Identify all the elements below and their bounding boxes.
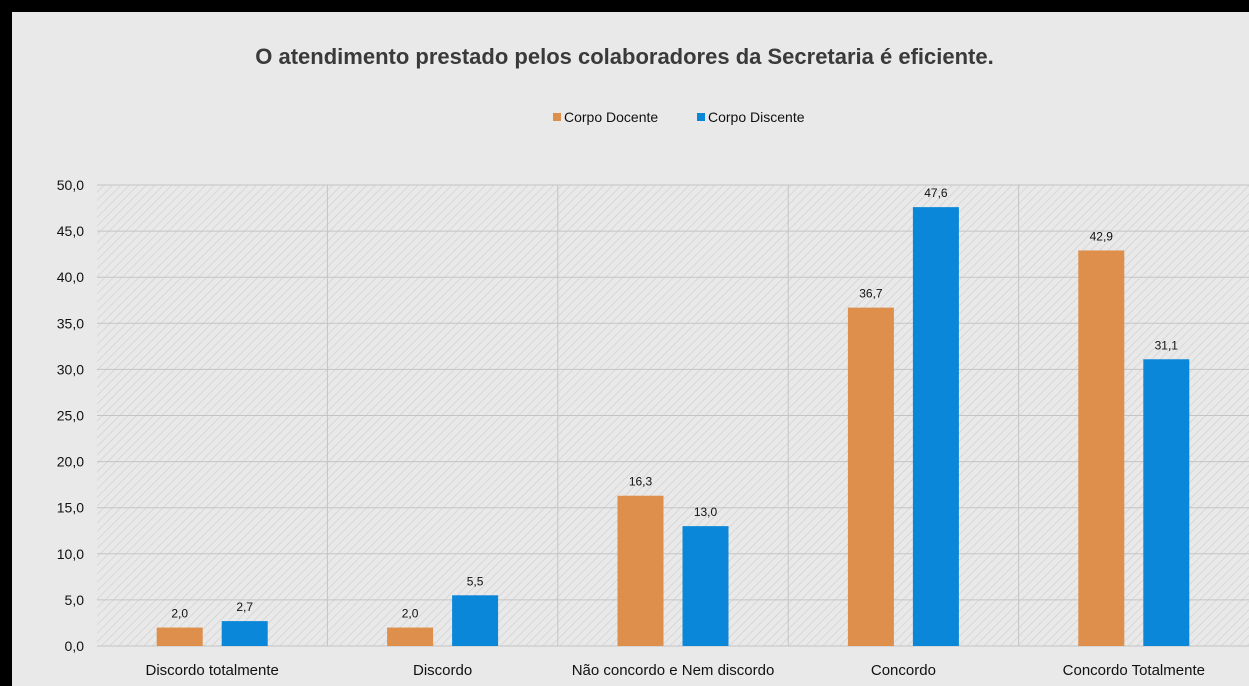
data-label: 47,6 [924,186,948,200]
bar [617,495,664,646]
data-label: 31,1 [1155,338,1179,352]
data-label: 5,5 [467,574,484,588]
bar [156,627,203,646]
y-tick-label: 30,0 [57,361,84,377]
data-label: 36,7 [859,287,883,301]
grid-lines [97,184,1249,647]
y-axis-ticks: 0,0 5,0 10,0 15,0 20,0 25,0 30,0 35,0 40,0 45,0 50… [57,177,84,654]
bar-series [156,207,1190,647]
data-label: 2,0 [402,607,419,621]
y-tick-label: 50,0 [57,177,84,193]
data-labels: 2,0 2,7 2,0 5,5 16,3 13,0 36,7 47,6 42,9 31,1 [171,186,1178,620]
y-tick-label: 5,0 [65,592,85,608]
y-tick-label: 45,0 [57,223,84,239]
category-label: Concordo [871,662,936,679]
y-tick-label: 0,0 [65,638,85,654]
y-tick-label: 35,0 [57,315,84,331]
legend-swatch [697,113,705,121]
data-label: 13,0 [694,505,718,519]
category-label: Concordo Totalmente [1063,662,1205,679]
y-tick-label: 40,0 [57,269,84,285]
bar [912,207,959,647]
y-tick-label: 10,0 [57,546,84,562]
y-tick-label: 25,0 [57,408,84,424]
legend-swatch [553,113,561,121]
data-label: 42,9 [1090,229,1114,243]
legend-label: Corpo Docente [564,109,658,125]
category-label: Discordo totalmente [145,662,278,679]
data-label: 2,7 [236,600,253,614]
bar [1143,359,1190,646]
bar [682,526,729,646]
category-label: Discordo [413,662,472,679]
bar [221,621,268,646]
bar [1078,250,1125,646]
legend-label: Corpo Discente [708,109,805,125]
y-tick-label: 15,0 [57,500,84,516]
legend: Corpo Docente Corpo Discente [553,109,805,125]
chart-title: O atendimento prestado pelos colaborador… [255,44,994,69]
data-label: 2,0 [171,607,188,621]
bar [847,307,894,646]
bar [387,627,434,646]
data-label: 16,3 [629,475,653,489]
category-label: Não concordo e Nem discordo [572,662,775,679]
y-tick-label: 20,0 [57,454,84,470]
bar [452,595,499,646]
x-axis-categories: Discordo totalmente Discordo Não concordo … [145,662,1204,679]
